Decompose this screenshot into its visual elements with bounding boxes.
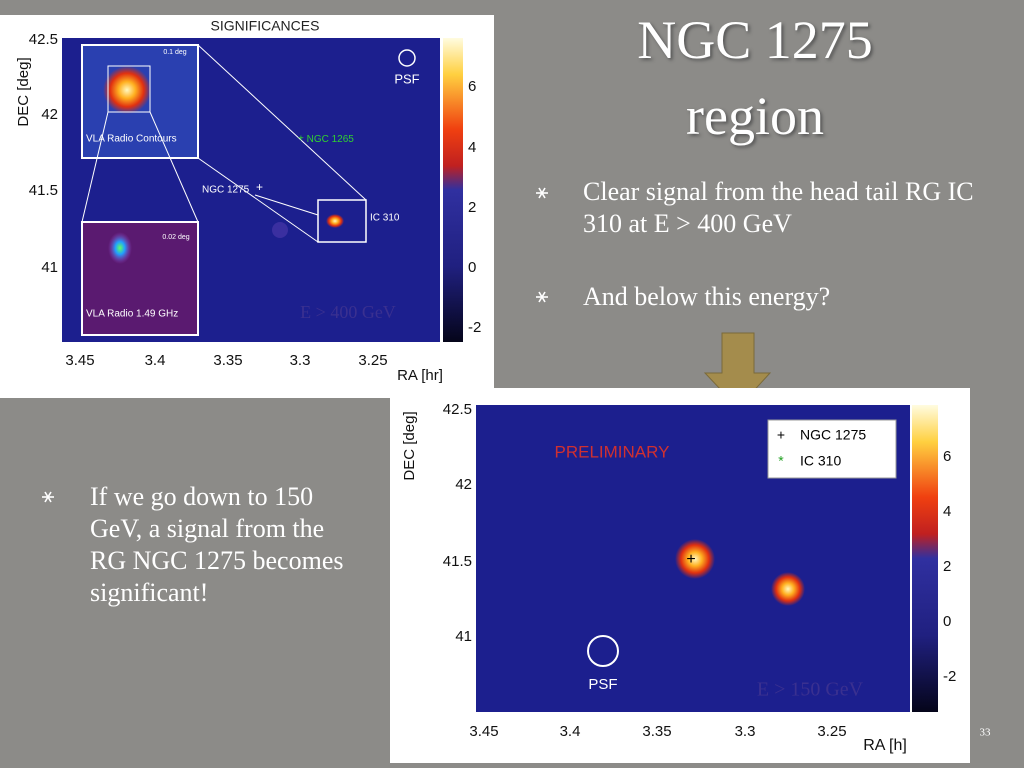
- source-label: + NGC 1265: [298, 134, 354, 145]
- source-label: NGC 1275: [202, 185, 250, 196]
- connector: [197, 44, 367, 201]
- x-tick-label: 3.4: [560, 723, 581, 740]
- colorbar-tick-label: 0: [943, 613, 951, 630]
- source-blob: [771, 572, 805, 606]
- psf-circle: [587, 635, 619, 667]
- bullet-markers: [42, 187, 548, 503]
- x-tick-label: 3.45: [469, 723, 498, 740]
- legend-box: [767, 419, 897, 479]
- y-tick-label: 42.5: [29, 31, 58, 48]
- x-tick-label: 3.3: [290, 352, 311, 369]
- y-axis-label: DEC [deg]: [15, 57, 32, 126]
- figure-title: SIGNIFICANCES: [211, 18, 320, 34]
- energy-label: E > 150 GeV: [757, 679, 864, 701]
- bullet: And below this energy?: [583, 282, 831, 311]
- bullet-marker: [42, 491, 54, 503]
- bullet-marker: [536, 187, 548, 199]
- x-tick-label: 3.25: [358, 352, 387, 369]
- connector: [149, 111, 199, 223]
- source-blob: [675, 539, 715, 579]
- y-axis-label: DEC [deg]: [401, 411, 418, 480]
- x-tick-label: 3.3: [735, 723, 756, 740]
- noise: [272, 222, 288, 238]
- x-tick-label: 3.4: [145, 352, 166, 369]
- x-axis-label: RA [hr]: [397, 367, 443, 384]
- colorbar: [912, 405, 938, 712]
- legend-marker: +: [777, 427, 785, 443]
- inset-blob: [108, 232, 132, 264]
- colorbar-tick-label: -2: [468, 319, 481, 336]
- y-tick-label: 41: [41, 259, 58, 276]
- energy-label: E > 400 GeV: [300, 302, 396, 322]
- colorbar-tick-label: 6: [468, 78, 476, 95]
- y-tick-label: 41.5: [29, 182, 58, 199]
- y-tick-label: 42: [41, 106, 58, 123]
- pointer: [254, 194, 319, 216]
- legend-label: IC 310: [800, 453, 841, 469]
- bullet: Clear signal from the head tail RG IC 31…: [583, 177, 974, 238]
- psf-circle: [398, 49, 416, 67]
- colorbar-tick-label: 4: [943, 503, 951, 520]
- inset-blob: [103, 66, 151, 114]
- inset-box: [107, 65, 151, 113]
- scale-label: 0.02 deg: [162, 234, 189, 241]
- preliminary-label: PRELIMINARY: [555, 442, 670, 461]
- inset-label: VLA Radio 1.49 GHz: [86, 309, 178, 320]
- colorbar-tick-label: 4: [468, 139, 476, 156]
- connector: [81, 111, 109, 223]
- inset: [81, 221, 199, 336]
- legend-marker: *: [778, 453, 784, 469]
- slide-title: NGC 1275 region: [637, 10, 873, 146]
- y-tick-label: 41: [455, 628, 472, 645]
- source-marker: +: [686, 551, 695, 568]
- colorbar: [443, 38, 463, 342]
- colorbar-tick-label: 6: [943, 448, 951, 465]
- source-blob: [326, 214, 344, 228]
- colorbar-tick-label: 2: [943, 558, 951, 575]
- bullet: If we go down to 150 GeV, a signal from …: [90, 482, 344, 607]
- x-axis-label: RA [h]: [863, 737, 907, 754]
- zoom-box: [317, 199, 367, 243]
- inset-label: VLA Radio Contours: [86, 134, 177, 145]
- y-tick-label: 41.5: [443, 553, 472, 570]
- colorbar-tick-label: 0: [468, 259, 476, 276]
- x-tick-label: 3.45: [65, 352, 94, 369]
- colorbar-tick-label: 2: [468, 199, 476, 216]
- legend-label: NGC 1275: [800, 427, 866, 443]
- bullet-marker: [536, 291, 548, 303]
- source-label: IC 310: [370, 213, 400, 224]
- psf-label: PSF: [588, 676, 617, 693]
- x-tick-label: 3.35: [642, 723, 671, 740]
- y-tick-label: 42: [455, 476, 472, 493]
- figure-bottom: + + * NGC 1275 IC 310 PRELIMINARY PSF E …: [390, 388, 970, 763]
- psf-label: PSF: [394, 71, 419, 86]
- scale-label: 0.1 deg: [163, 49, 186, 56]
- connector: [197, 157, 319, 243]
- colorbar-tick-label: -2: [943, 668, 956, 685]
- x-tick-label: 3.25: [817, 723, 846, 740]
- page-number: 33: [980, 727, 992, 739]
- source-marker: +: [256, 180, 263, 194]
- y-tick-label: 42.5: [443, 401, 472, 418]
- figure-top: SIGNIFICANCES DEC [deg] RA [hr] 3.45 3.4…: [0, 15, 494, 398]
- source-name: NGC 1265: [307, 134, 355, 145]
- x-tick-label: 3.35: [213, 352, 242, 369]
